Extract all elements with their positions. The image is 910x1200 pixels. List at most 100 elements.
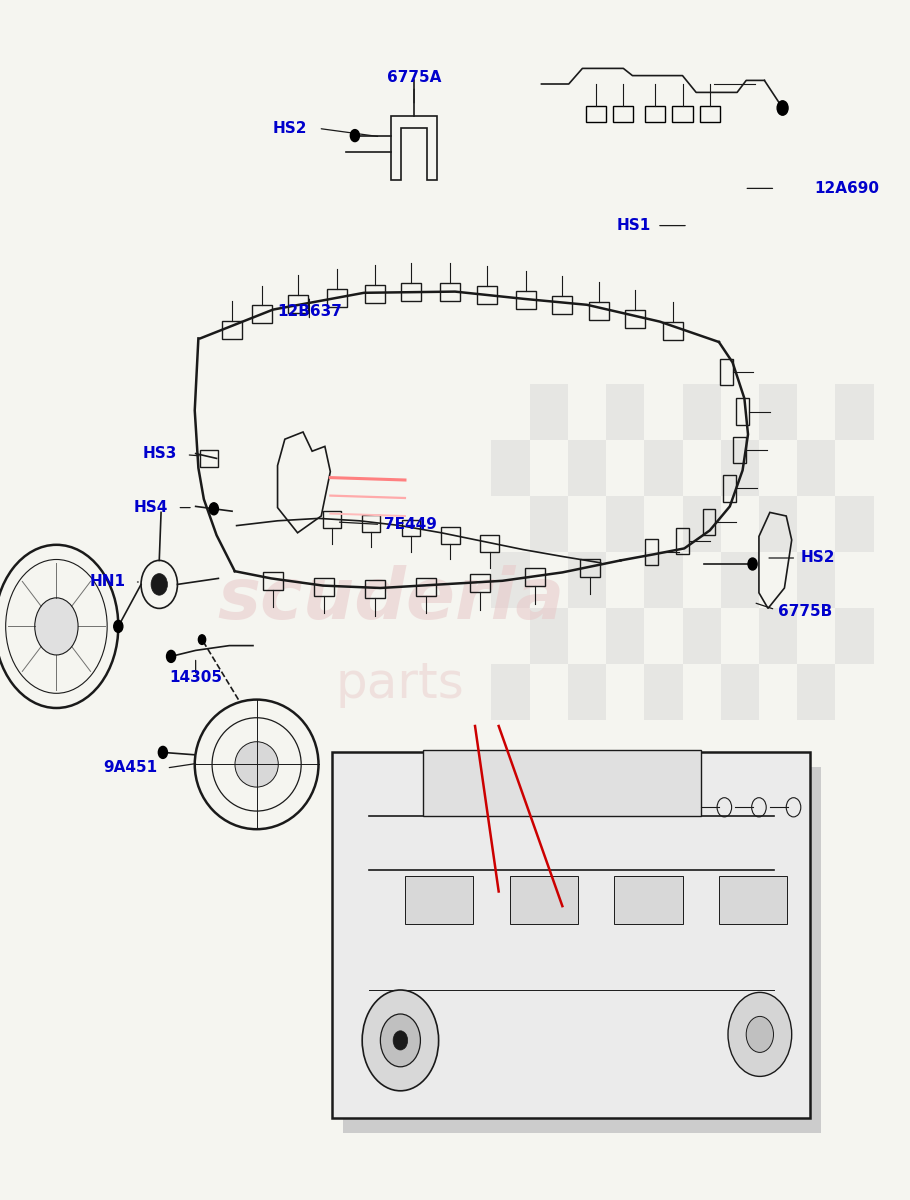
Bar — [441, 527, 460, 544]
Bar — [580, 558, 600, 576]
Bar — [402, 520, 420, 536]
Bar — [440, 282, 460, 300]
Bar — [568, 440, 606, 496]
Text: HS2: HS2 — [273, 121, 308, 136]
Bar — [365, 580, 385, 598]
Circle shape — [362, 990, 439, 1091]
Bar — [568, 664, 606, 720]
Circle shape — [158, 746, 167, 758]
Bar — [530, 496, 568, 552]
Bar — [700, 106, 720, 122]
Bar — [797, 552, 835, 608]
Bar — [470, 574, 490, 592]
Circle shape — [350, 130, 359, 142]
Text: HS1: HS1 — [616, 218, 651, 233]
Bar — [723, 475, 736, 502]
Bar — [703, 509, 715, 535]
Bar — [423, 750, 701, 816]
Text: scuderia: scuderia — [217, 565, 565, 635]
Circle shape — [114, 620, 123, 632]
Bar — [644, 664, 682, 720]
Bar — [645, 539, 658, 565]
Bar — [644, 440, 682, 496]
Bar — [797, 664, 835, 720]
Bar — [343, 767, 821, 1133]
Bar — [835, 608, 874, 664]
Bar — [405, 876, 473, 924]
Text: 7E449: 7E449 — [384, 517, 437, 532]
Text: 6775A: 6775A — [387, 71, 441, 85]
Circle shape — [151, 574, 167, 595]
Bar — [835, 384, 874, 440]
Bar — [362, 515, 380, 532]
Bar — [736, 398, 749, 425]
Text: HS4: HS4 — [134, 500, 168, 515]
Circle shape — [728, 992, 792, 1076]
Bar — [416, 577, 436, 595]
Circle shape — [393, 1031, 408, 1050]
Bar — [491, 552, 530, 608]
Circle shape — [746, 1016, 774, 1052]
Text: HS2: HS2 — [801, 551, 835, 565]
Bar — [200, 450, 218, 467]
Bar — [222, 320, 242, 338]
Bar — [491, 664, 530, 720]
Bar — [682, 608, 721, 664]
Bar — [314, 577, 334, 595]
Bar — [759, 496, 797, 552]
Bar — [510, 876, 578, 924]
Bar — [721, 440, 759, 496]
Bar — [568, 552, 606, 608]
Text: 9A451: 9A451 — [104, 761, 157, 775]
Circle shape — [167, 650, 176, 662]
Bar — [477, 286, 497, 304]
Bar — [263, 571, 283, 589]
Bar — [288, 294, 308, 312]
Bar — [365, 284, 385, 302]
Text: HN1: HN1 — [89, 575, 126, 589]
Bar — [530, 384, 568, 440]
Bar — [672, 106, 693, 122]
Bar — [606, 384, 644, 440]
Bar — [682, 496, 721, 552]
Bar — [491, 440, 530, 496]
Bar — [719, 876, 787, 924]
Ellipse shape — [235, 742, 278, 787]
Bar — [721, 552, 759, 608]
Bar — [720, 359, 733, 385]
Bar — [676, 528, 689, 554]
Bar — [835, 496, 874, 552]
Bar — [645, 106, 665, 122]
Bar — [797, 440, 835, 496]
Text: 12B637: 12B637 — [277, 305, 342, 319]
Circle shape — [198, 635, 206, 644]
Bar — [759, 384, 797, 440]
Text: 12A690: 12A690 — [814, 181, 879, 196]
Bar — [323, 511, 341, 528]
Bar — [480, 535, 499, 552]
Bar — [606, 608, 644, 664]
Circle shape — [209, 503, 218, 515]
Bar — [552, 295, 572, 313]
Bar — [252, 305, 272, 323]
Bar — [614, 876, 682, 924]
Text: HS3: HS3 — [143, 446, 177, 461]
Circle shape — [748, 558, 757, 570]
Bar — [625, 310, 645, 328]
Bar — [721, 664, 759, 720]
Bar — [332, 752, 810, 1118]
Bar — [759, 608, 797, 664]
Bar — [586, 106, 606, 122]
Bar — [530, 608, 568, 664]
Circle shape — [380, 1014, 420, 1067]
Bar — [733, 437, 746, 463]
Bar — [589, 301, 609, 319]
Bar — [644, 552, 682, 608]
Text: 14305: 14305 — [169, 671, 222, 685]
Bar — [613, 106, 633, 122]
Text: parts: parts — [336, 660, 465, 708]
Circle shape — [777, 101, 788, 115]
Bar — [516, 290, 536, 308]
Text: 6775B: 6775B — [778, 605, 833, 619]
Bar — [525, 568, 545, 586]
